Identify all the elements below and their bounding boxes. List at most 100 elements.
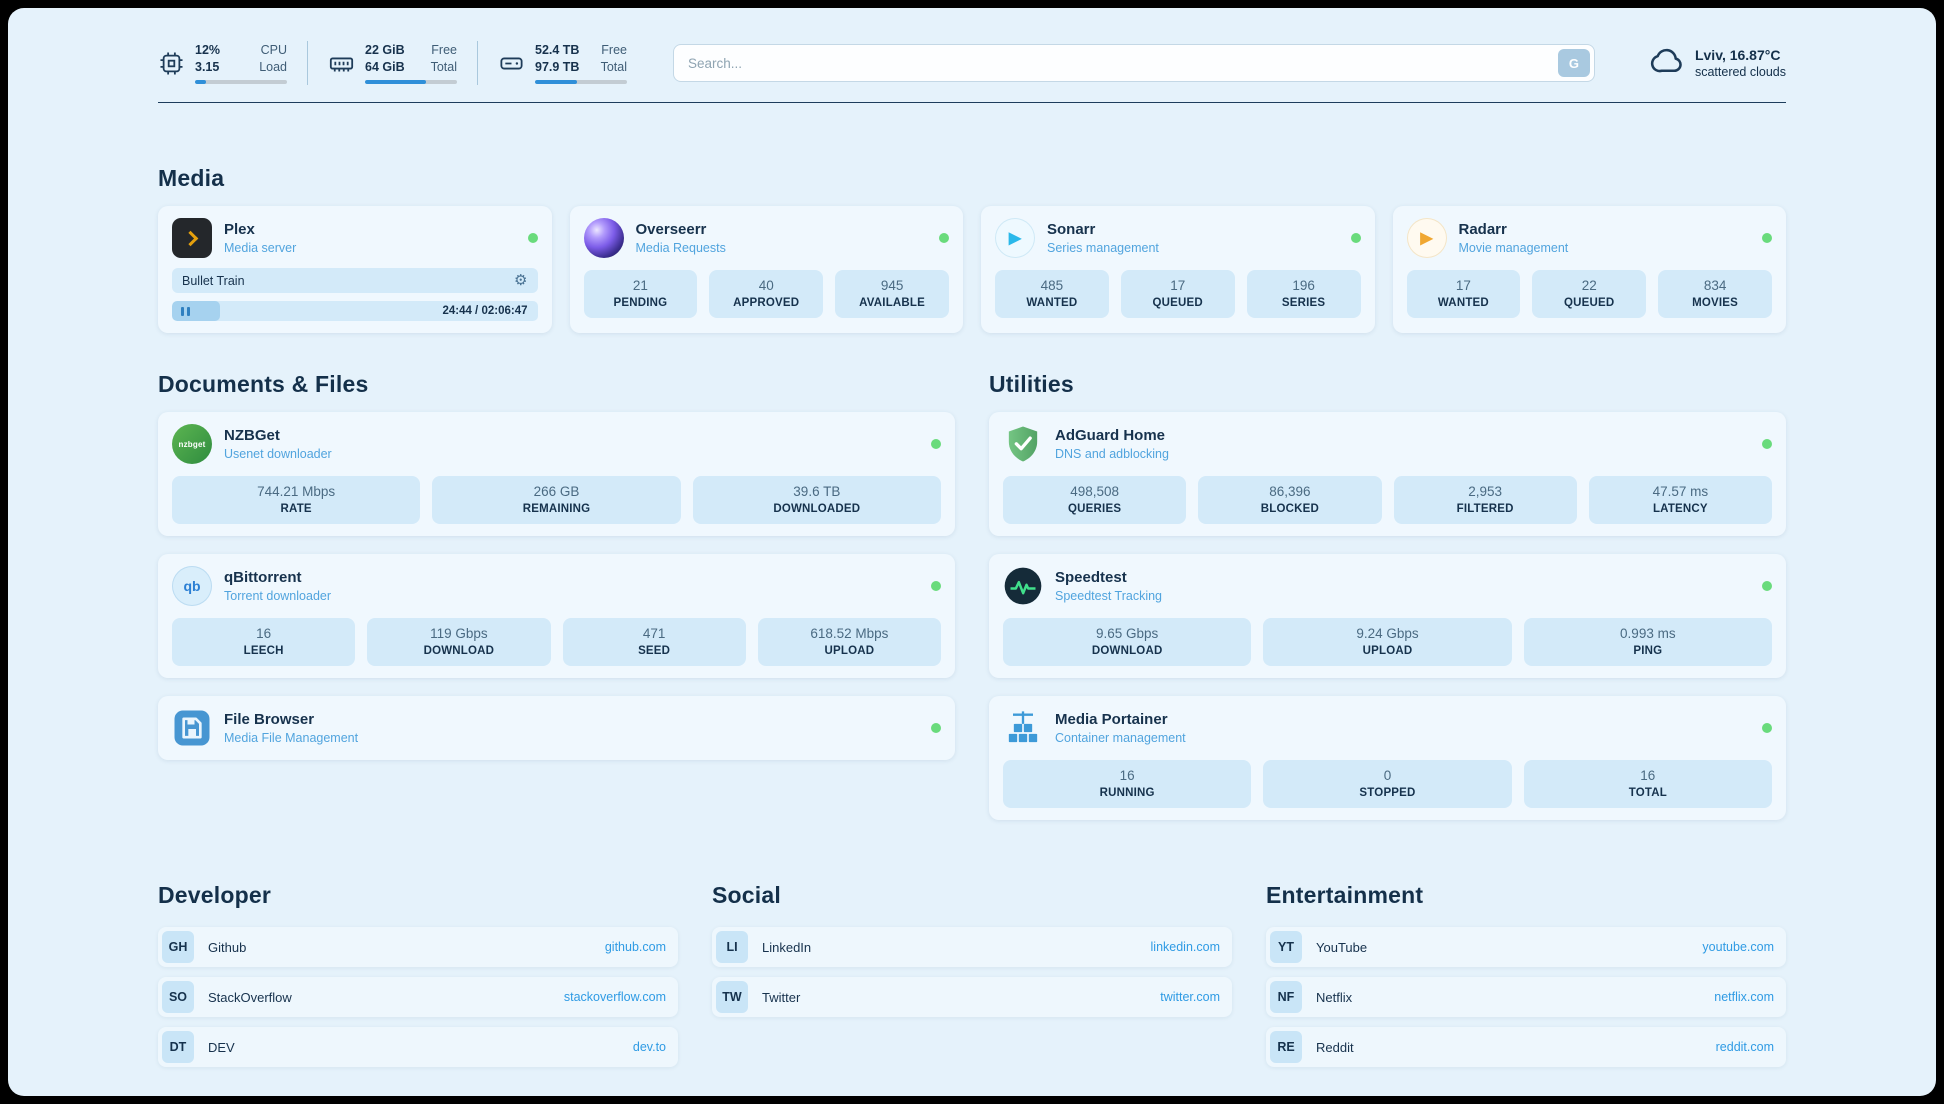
- playback-progress-bar[interactable]: 24:44 / 02:06:47: [172, 301, 538, 321]
- ram-progress-bar: [365, 80, 457, 84]
- stat-queued: 17 QUEUED: [1120, 270, 1235, 318]
- disk-widget: 52.4 TB Free 97.9 TB Total: [498, 42, 627, 84]
- bookmark-github[interactable]: GH Github github.com: [158, 927, 678, 967]
- portainer-icon: [1003, 708, 1043, 748]
- stat-blocked: 86,396 BLOCKED: [1198, 476, 1382, 524]
- app-card-plex[interactable]: Plex Media server Bullet Train ⚙ 24:44: [158, 206, 552, 333]
- section-media: Media Plex Media server Bullet Train: [158, 165, 1786, 333]
- bookmark-reddit[interactable]: RE Reddit reddit.com: [1266, 1027, 1786, 1067]
- cpu-usage-value: 12%: [195, 43, 221, 57]
- app-card-nzbget[interactable]: nzbget NZBGet Usenet downloader 744.21 M…: [158, 412, 955, 536]
- stat-available: 945 AVAILABLE: [835, 270, 949, 318]
- app-subtitle: Usenet downloader: [224, 447, 332, 461]
- section-title-documents: Documents & Files: [158, 371, 369, 397]
- disk-free-label: Free: [601, 43, 627, 57]
- filebrowser-icon: [172, 708, 212, 748]
- plex-icon: [172, 218, 212, 258]
- bookmark-url[interactable]: youtube.com: [1702, 940, 1774, 954]
- app-subtitle: Container management: [1055, 731, 1186, 745]
- linkedin-tile-icon: LI: [716, 931, 748, 963]
- search-engine-button[interactable]: G: [1557, 49, 1590, 77]
- cpu-progress-bar: [195, 80, 287, 84]
- sonarr-icon: ▶: [995, 218, 1035, 258]
- ram-free-value: 22 GiB: [365, 43, 405, 57]
- ram-total-value: 64 GiB: [365, 60, 405, 74]
- app-card-sonarr[interactable]: ▶ Sonarr Series management 485 WANTED: [981, 206, 1375, 333]
- app-name: Sonarr: [1047, 221, 1096, 238]
- twitter-tile-icon: TW: [716, 981, 748, 1013]
- reddit-tile-icon: RE: [1270, 1031, 1302, 1063]
- dashboard-content: 12% CPU 3.15 Load: [8, 8, 1936, 1096]
- section-title-utilities: Utilities: [989, 371, 1074, 397]
- cpu-progress-fill: [195, 80, 207, 84]
- app-card-adguard[interactable]: AdGuard Home DNS and adblocking 498,508 …: [989, 412, 1786, 536]
- group-title: Social: [712, 882, 781, 908]
- status-dot: [1350, 233, 1361, 243]
- app-card-qbittorrent[interactable]: qb qBittorrent Torrent downloader 16 LEE…: [158, 554, 955, 678]
- stat-wanted: 17 WANTED: [1406, 270, 1521, 318]
- disk-progress-fill: [535, 80, 578, 84]
- bookmark-url[interactable]: twitter.com: [1160, 990, 1220, 1004]
- stat-stopped: 0 STOPPED: [1263, 760, 1512, 808]
- ram-widget: 22 GiB Free 64 GiB Total: [328, 42, 457, 84]
- app-subtitle: DNS and adblocking: [1055, 447, 1169, 461]
- status-dot: [931, 439, 941, 449]
- app-name: Media Portainer: [1055, 711, 1168, 728]
- disk-free-value: 52.4 TB: [535, 43, 580, 57]
- disk-total-value: 97.9 TB: [535, 60, 580, 74]
- stackoverflow-tile-icon: SO: [162, 981, 194, 1013]
- cloud-icon: [1649, 43, 1685, 84]
- stat-series: 196 SERIES: [1246, 270, 1361, 318]
- plex-chevron-icon: [182, 230, 198, 246]
- search-input[interactable]: [673, 44, 1595, 82]
- bookmark-url[interactable]: dev.to: [632, 1040, 666, 1054]
- stat-ping: 0.993 ms PING: [1523, 618, 1772, 666]
- status-dot: [931, 723, 941, 733]
- app-name: AdGuard Home: [1055, 427, 1166, 444]
- bookmark-url[interactable]: netflix.com: [1714, 990, 1774, 1004]
- status-dot: [527, 233, 538, 243]
- qbittorrent-icon: qb: [172, 566, 212, 606]
- bookmark-url[interactable]: github.com: [604, 940, 666, 954]
- status-dot: [931, 581, 941, 591]
- bookmark-url[interactable]: linkedin.com: [1150, 940, 1220, 954]
- cpu-usage-label: CPU: [260, 43, 287, 57]
- bookmark-url[interactable]: stackoverflow.com: [563, 990, 666, 1004]
- ram-icon: [328, 50, 355, 77]
- stat-filtered: 2,953 FILTERED: [1393, 476, 1577, 524]
- overseerr-icon: [583, 218, 624, 258]
- app-card-filebrowser[interactable]: File Browser Media File Management: [158, 696, 955, 760]
- app-card-portainer[interactable]: Media Portainer Container management 16 …: [989, 696, 1786, 820]
- dashboard-panel: 12% CPU 3.15 Load: [8, 8, 1936, 1096]
- status-dot: [939, 233, 949, 243]
- weather-condition: scattered clouds: [1694, 65, 1786, 79]
- bookmark-linkedin[interactable]: LI LinkedIn linkedin.com: [712, 927, 1232, 967]
- group-title: Entertainment: [1266, 882, 1424, 908]
- stat-download: 9.65 Gbps DOWNLOAD: [1003, 618, 1252, 666]
- bookmark-netflix[interactable]: NF Netflix netflix.com: [1266, 977, 1786, 1017]
- stat-queries: 498,508 QUERIES: [1003, 476, 1187, 524]
- search-bar: G: [673, 44, 1595, 82]
- bookmark-stackoverflow[interactable]: SO StackOverflow stackoverflow.com: [158, 977, 678, 1017]
- stat-movies: 834 MOVIES: [1658, 270, 1772, 318]
- disk-icon: [498, 50, 525, 77]
- bookmark-twitter[interactable]: TW Twitter twitter.com: [712, 977, 1232, 1017]
- bookmark-youtube[interactable]: YT YouTube youtube.com: [1266, 927, 1786, 967]
- dev-tile-icon: DT: [162, 1031, 194, 1063]
- cpu-widget: 12% CPU 3.15 Load: [158, 42, 287, 84]
- gear-icon[interactable]: ⚙: [514, 272, 528, 289]
- app-card-radarr[interactable]: ▶ Radarr Movie management 17 WANTED: [1392, 206, 1786, 333]
- section-title-media: Media: [158, 165, 225, 191]
- app-subtitle: Media Requests: [635, 241, 726, 255]
- weather-location: Lviv, 16.87°C: [1694, 47, 1781, 63]
- stat-upload: 9.24 Gbps UPLOAD: [1263, 618, 1512, 666]
- app-name: Plex: [224, 221, 255, 238]
- nzbget-icon: nzbget: [172, 424, 212, 464]
- bookmark-dev[interactable]: DT DEV dev.to: [158, 1027, 678, 1067]
- app-card-speedtest[interactable]: Speedtest Speedtest Tracking 9.65 Gbps D…: [989, 554, 1786, 678]
- ram-total-label: Total: [430, 60, 457, 74]
- bookmark-url[interactable]: reddit.com: [1715, 1040, 1774, 1054]
- app-card-overseerr[interactable]: Overseerr Media Requests 21 PENDING 40 A…: [569, 206, 963, 333]
- app-subtitle: Media server: [224, 241, 297, 255]
- status-dot: [1762, 723, 1772, 733]
